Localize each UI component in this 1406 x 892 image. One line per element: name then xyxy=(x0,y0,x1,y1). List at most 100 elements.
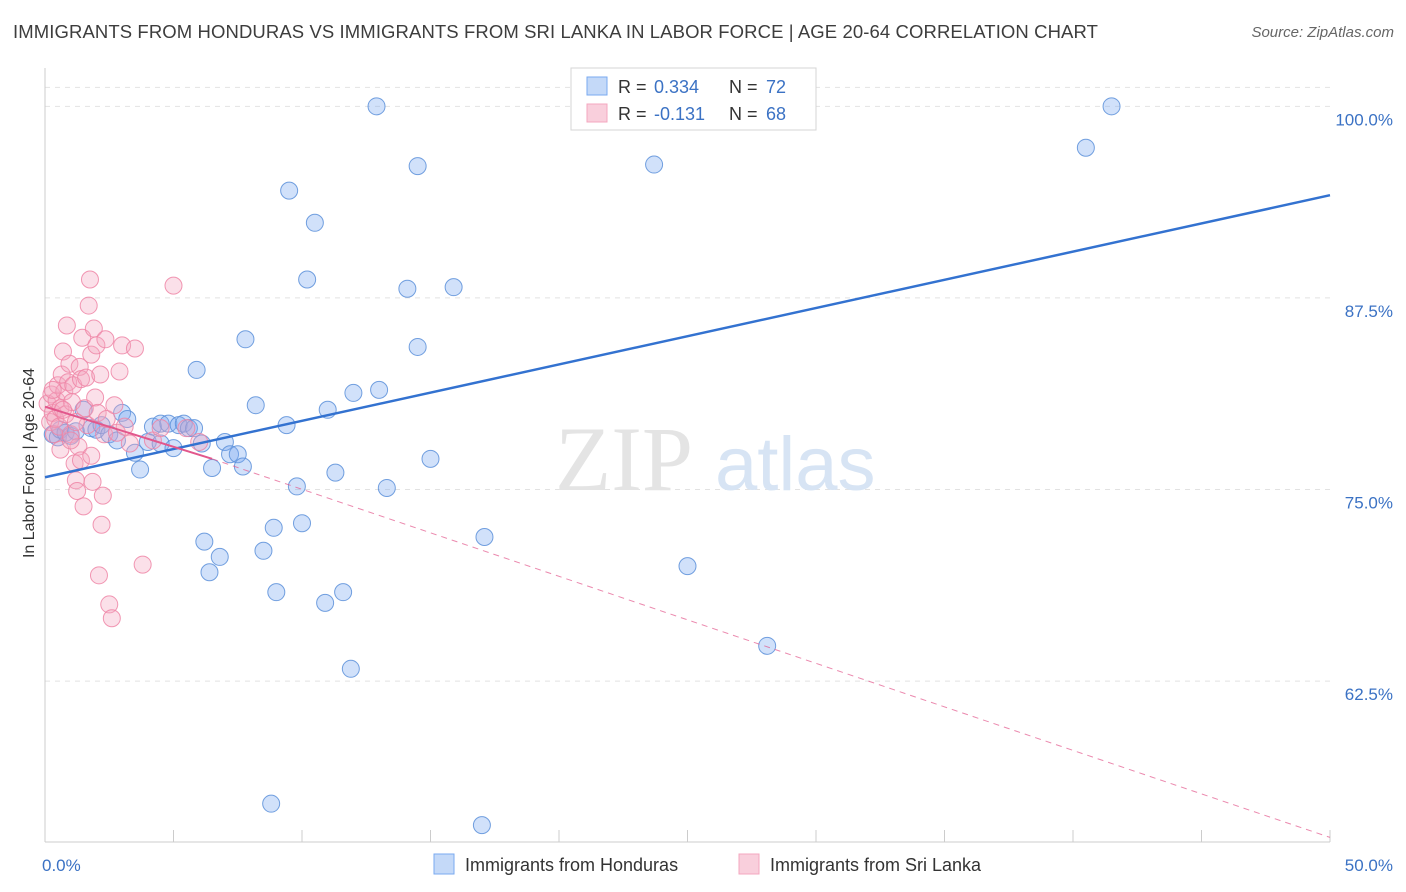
point-honduras xyxy=(398,279,417,298)
point-honduras xyxy=(195,532,214,551)
tick-labels: 100.0% 87.5% 75.0% 62.5% 0.0% 50.0% xyxy=(42,110,1393,875)
legend-n-label-srilanka: N = xyxy=(729,104,758,124)
point-honduras xyxy=(66,422,85,441)
gridlines xyxy=(45,86,1330,682)
point-srilanka xyxy=(125,339,144,358)
point-honduras xyxy=(221,445,240,464)
point-srilanka xyxy=(96,330,115,349)
legend-n-label-honduras: N = xyxy=(729,77,758,97)
point-honduras xyxy=(246,396,265,415)
point-honduras xyxy=(287,477,306,496)
point-honduras xyxy=(334,583,353,602)
point-honduras xyxy=(367,97,386,116)
point-srilanka xyxy=(102,609,121,628)
point-srilanka xyxy=(87,336,106,355)
point-honduras xyxy=(131,460,150,479)
watermark-zip: ZIP xyxy=(555,408,693,510)
bottom-legend: Immigrants from Honduras Immigrants from… xyxy=(433,853,982,875)
bottom-swatch-srilanka xyxy=(738,853,760,875)
point-honduras xyxy=(645,155,664,174)
y-tick-label: 100.0% xyxy=(1335,110,1393,129)
point-honduras xyxy=(408,157,427,176)
point-honduras xyxy=(254,541,273,560)
y-tick-label: 87.5% xyxy=(1345,302,1393,321)
point-srilanka xyxy=(83,472,102,491)
point-honduras xyxy=(262,794,281,813)
point-honduras xyxy=(758,636,777,655)
trend-honduras xyxy=(44,193,1331,479)
y-tick-label: 75.0% xyxy=(1345,493,1393,512)
legend-r-value-honduras: 0.334 xyxy=(654,77,699,97)
legend-r-label-honduras: R = xyxy=(618,77,647,97)
trend-srilanka-extension xyxy=(211,458,1331,838)
point-honduras xyxy=(344,383,363,402)
point-honduras xyxy=(151,414,170,433)
point-honduras xyxy=(472,816,491,835)
point-srilanka xyxy=(77,368,96,387)
bottom-swatch-honduras xyxy=(433,853,455,875)
point-srilanka xyxy=(61,431,80,450)
point-srilanka xyxy=(89,566,108,585)
bottom-label-honduras: Immigrants from Honduras xyxy=(465,855,678,875)
x-tick-label: 50.0% xyxy=(1345,856,1393,875)
x-tick-label: 0.0% xyxy=(42,856,81,875)
point-srilanka xyxy=(92,515,111,534)
chart-title: IMMIGRANTS FROM HONDURAS VS IMMIGRANTS F… xyxy=(13,21,1099,42)
point-srilanka xyxy=(82,446,101,465)
watermark: ZIP atlas xyxy=(555,408,876,510)
point-honduras xyxy=(678,557,697,576)
point-srilanka xyxy=(79,296,98,315)
point-srilanka xyxy=(68,482,87,501)
point-honduras xyxy=(203,459,222,478)
point-srilanka xyxy=(105,396,124,415)
point-srilanka xyxy=(80,270,99,289)
point-honduras xyxy=(444,278,463,297)
point-honduras xyxy=(1076,138,1095,157)
legend-n-value-srilanka: 68 xyxy=(766,104,786,124)
point-srilanka xyxy=(86,388,105,407)
source-credit: Source: ZipAtlas.com xyxy=(1251,24,1394,41)
point-honduras xyxy=(377,478,396,497)
point-honduras xyxy=(316,593,335,612)
legend-n-value-honduras: 72 xyxy=(766,77,786,97)
point-srilanka xyxy=(151,419,170,438)
point-honduras xyxy=(305,213,324,232)
data-points xyxy=(38,97,1121,835)
point-honduras xyxy=(233,457,252,476)
y-tick-label: 62.5% xyxy=(1345,685,1393,704)
trend-lines xyxy=(44,193,1331,838)
bottom-label-srilanka: Immigrants from Sri Lanka xyxy=(770,855,982,875)
point-honduras xyxy=(293,514,311,533)
point-srilanka xyxy=(164,276,183,295)
point-srilanka xyxy=(88,403,107,422)
point-srilanka xyxy=(177,419,196,438)
legend-swatch-honduras xyxy=(586,76,608,96)
point-honduras xyxy=(370,380,389,399)
axes xyxy=(44,68,1331,843)
point-honduras xyxy=(298,270,317,289)
point-srilanka xyxy=(60,354,79,373)
point-srilanka xyxy=(74,497,93,516)
point-honduras xyxy=(475,527,494,546)
point-honduras xyxy=(267,583,286,602)
point-honduras xyxy=(264,518,283,537)
point-srilanka xyxy=(82,345,101,364)
points-srilanka xyxy=(38,270,209,628)
point-srilanka xyxy=(91,365,110,384)
point-honduras xyxy=(210,547,229,566)
point-srilanka xyxy=(93,486,112,505)
y-axis-label: In Labor Force | Age 20-64 xyxy=(21,368,38,558)
point-srilanka xyxy=(100,595,119,614)
legend-r-value-srilanka: -0.131 xyxy=(654,104,705,124)
point-honduras xyxy=(1102,97,1121,116)
legend-box xyxy=(570,67,817,131)
legend-r-label-srilanka: R = xyxy=(618,104,647,124)
point-honduras xyxy=(236,330,255,349)
point-srilanka xyxy=(133,555,152,574)
point-honduras xyxy=(341,659,360,678)
legend: R = 0.334 N = 72 R = -0.131 N = 68 xyxy=(570,67,817,131)
point-honduras xyxy=(408,337,427,356)
point-honduras xyxy=(200,563,219,582)
point-srilanka xyxy=(57,316,76,335)
